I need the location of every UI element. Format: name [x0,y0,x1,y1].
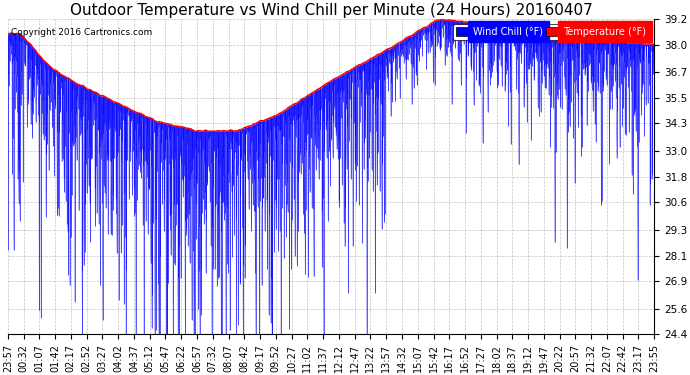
Title: Outdoor Temperature vs Wind Chill per Minute (24 Hours) 20160407: Outdoor Temperature vs Wind Chill per Mi… [70,3,593,18]
Legend: Wind Chill (°F), Temperature (°F): Wind Chill (°F), Temperature (°F) [453,24,649,40]
Text: Copyright 2016 Cartronics.com: Copyright 2016 Cartronics.com [11,28,152,38]
